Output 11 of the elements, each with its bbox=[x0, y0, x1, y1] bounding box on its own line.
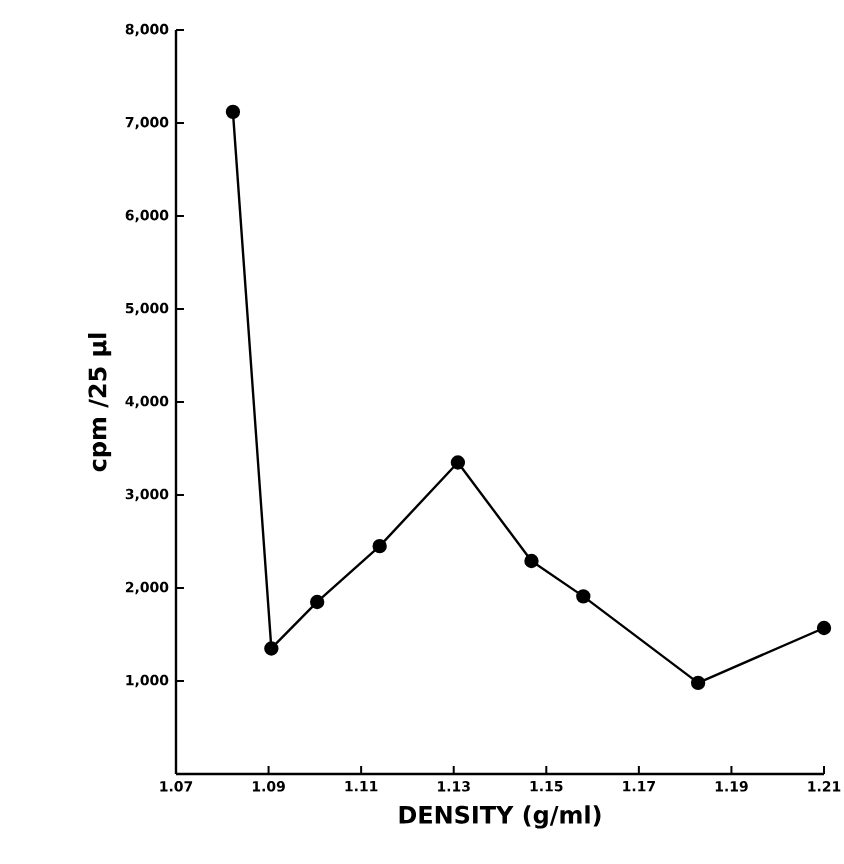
x-axis-title: DENSITY (g/ml) bbox=[399, 805, 601, 829]
point bbox=[225, 104, 241, 120]
y-axis-title: cpm /25 μl bbox=[88, 333, 112, 472]
point bbox=[310, 594, 325, 610]
point bbox=[264, 641, 279, 656]
point bbox=[816, 620, 832, 636]
point bbox=[450, 455, 466, 470]
point bbox=[690, 675, 706, 691]
point bbox=[576, 589, 591, 604]
point bbox=[372, 538, 387, 554]
point bbox=[524, 553, 539, 569]
